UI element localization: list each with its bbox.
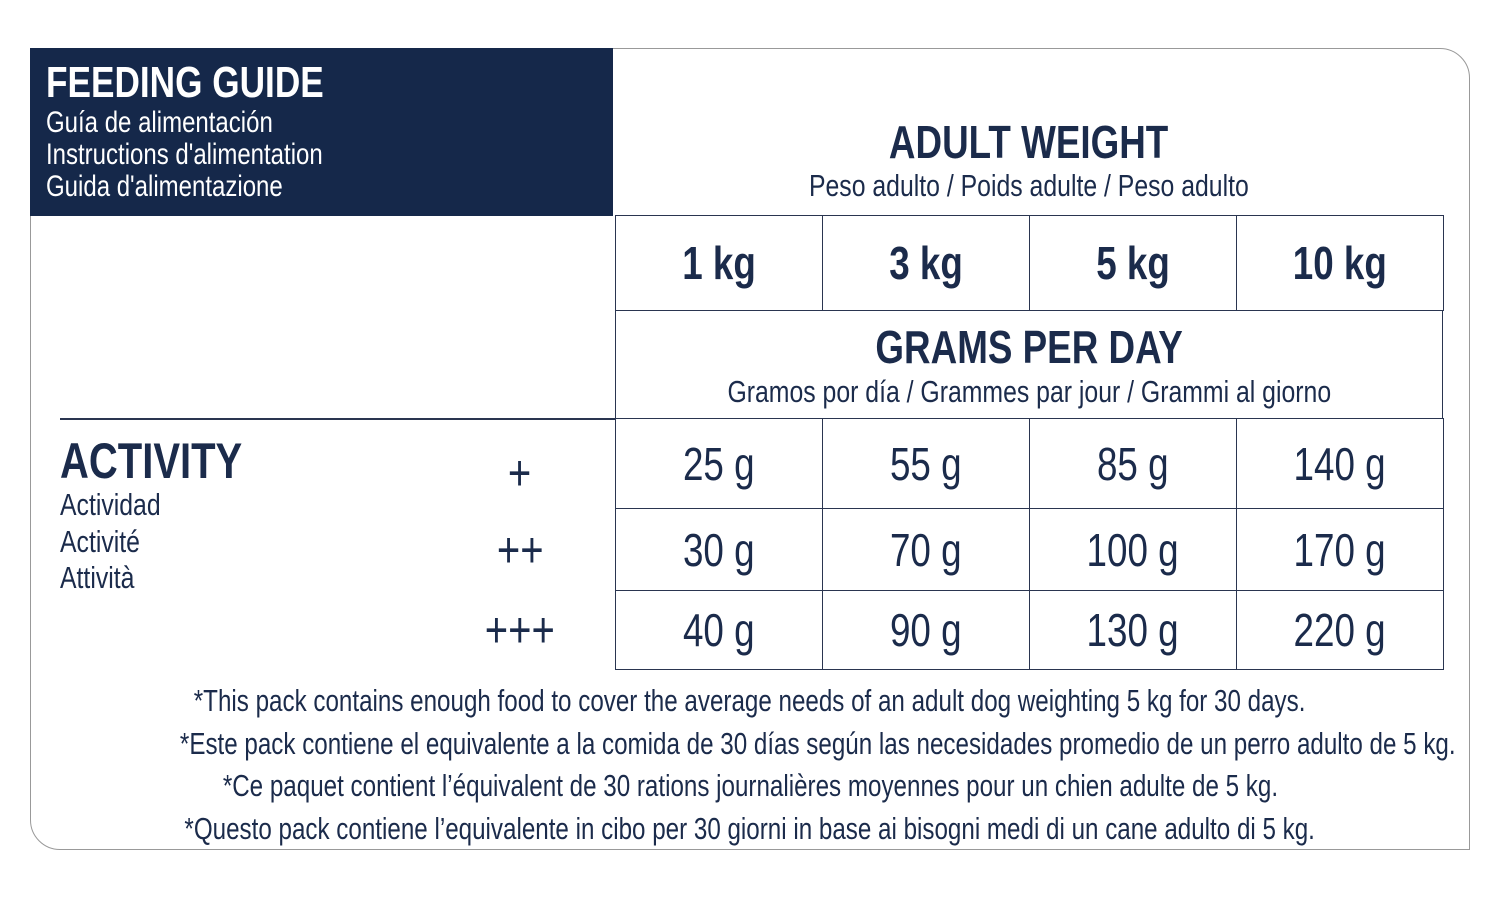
weight-cell: 3 kg [822, 215, 1030, 311]
footnote: *Questo pack contiene l’equivalente in c… [184, 810, 1316, 846]
activity-subtitle: Actividad [60, 487, 161, 522]
footnote: *Ce paquet contient l’équivalent de 30 r… [222, 768, 1278, 803]
level-cell: + [440, 418, 600, 527]
divider [60, 418, 615, 420]
amount-cell: 140 g [1236, 418, 1444, 509]
weight-title: ADULT WEIGHT [888, 116, 1169, 168]
amount: 70 g [890, 523, 962, 576]
amount-heading: GRAMS PER DAY Gramos por día / Grammes p… [615, 310, 1443, 419]
amount: 85 g [1097, 437, 1169, 490]
header-box: FEEDING GUIDE Guía de alimentación Instr… [30, 48, 613, 216]
amount: 220 g [1293, 604, 1387, 656]
amount: 90 g [890, 604, 962, 656]
frame [30, 48, 1470, 850]
amount: 25 g [683, 437, 755, 490]
amount-cell: 85 g [1029, 418, 1237, 509]
amount-cell: 25 g [615, 418, 823, 509]
weight-cell: 5 kg [1029, 215, 1237, 311]
amount-cell: 55 g [822, 418, 1030, 509]
footnote: *This pack contains enough food to cover… [194, 683, 1306, 718]
header-title: FEEDING GUIDE [46, 58, 324, 107]
weight: 5 kg [1096, 237, 1170, 289]
amount: 55 g [890, 437, 962, 490]
amount: 170 g [1293, 523, 1387, 576]
activity-subtitle: Activité [60, 524, 140, 559]
weight: 3 kg [889, 237, 963, 289]
footnotes: *This pack contains enough food to cover… [0, 683, 1500, 853]
activity-title: ACTIVITY [60, 433, 243, 489]
amount-cell: 100 g [1029, 508, 1237, 591]
header-subtitle: Guida d'alimentazione [46, 170, 283, 203]
header-subtitle: Guía de alimentación [46, 106, 273, 139]
amount-cell: 40 g [615, 590, 823, 670]
amount-cell: 220 g [1236, 590, 1444, 670]
amount: 40 g [683, 604, 755, 656]
amount-cell: 70 g [822, 508, 1030, 591]
weight-cell: 1 kg [615, 215, 823, 311]
activity-subtitle: Attività [60, 560, 135, 595]
amount: 140 g [1293, 437, 1387, 490]
footnote: *Este pack contiene el equivalente a la … [179, 725, 1456, 761]
level: + [508, 444, 532, 501]
weight-cell: 10 kg [1236, 215, 1444, 311]
header-subtitle: Instructions d'alimentation [46, 138, 323, 171]
amount-cell: 90 g [822, 590, 1030, 670]
amount: 30 g [683, 523, 755, 576]
amount-cell: 170 g [1236, 508, 1444, 591]
weight-subtitle: Peso adulto / Poids adulte / Peso adulto [808, 168, 1249, 203]
level: ++ [496, 521, 544, 578]
level-cell: ++ [440, 508, 600, 591]
amount-subtitle: Gramos por día / Grammes par jour / Gram… [727, 373, 1331, 409]
amount: 100 g [1086, 523, 1180, 576]
level-cell: +++ [440, 590, 600, 670]
amount-cell: 30 g [615, 508, 823, 591]
amount-title: GRAMS PER DAY [875, 320, 1183, 373]
amount-cell: 130 g [1029, 590, 1237, 670]
amount: 130 g [1086, 604, 1180, 656]
level: +++ [484, 602, 556, 658]
weight: 10 kg [1292, 237, 1388, 289]
weight: 1 kg [682, 237, 756, 289]
